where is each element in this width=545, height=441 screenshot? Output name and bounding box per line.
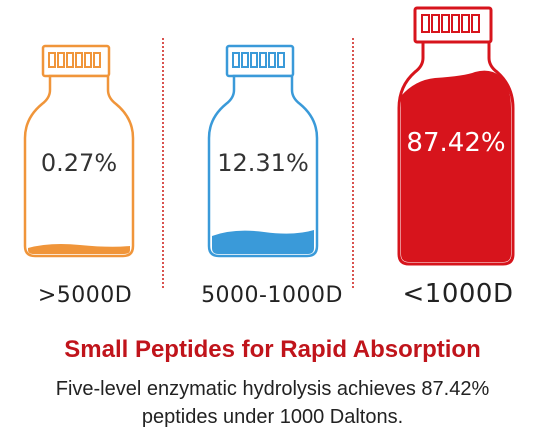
range-gt5000: >5000D — [37, 283, 133, 308]
bottle-5000-1000-icon — [207, 44, 319, 258]
percent-gt5000: 0.27% — [40, 149, 118, 177]
bottle-lt1000-icon — [397, 6, 515, 266]
divider-left — [162, 38, 164, 288]
range-5000-1000: 5000-1000D — [201, 283, 343, 308]
percent-5000-1000: 12.31% — [217, 149, 309, 177]
description-line-1: Five-level enzymatic hydrolysis achieves… — [55, 378, 490, 400]
range-lt1000: <1000D — [402, 279, 514, 309]
bottle-gt5000-icon — [23, 44, 135, 258]
divider-right — [352, 38, 354, 288]
description-line-2: peptides under 1000 Daltons. — [141, 406, 404, 428]
headline: Small Peptides for Rapid Absorption — [64, 336, 481, 363]
percent-lt1000: 87.42% — [406, 128, 506, 158]
